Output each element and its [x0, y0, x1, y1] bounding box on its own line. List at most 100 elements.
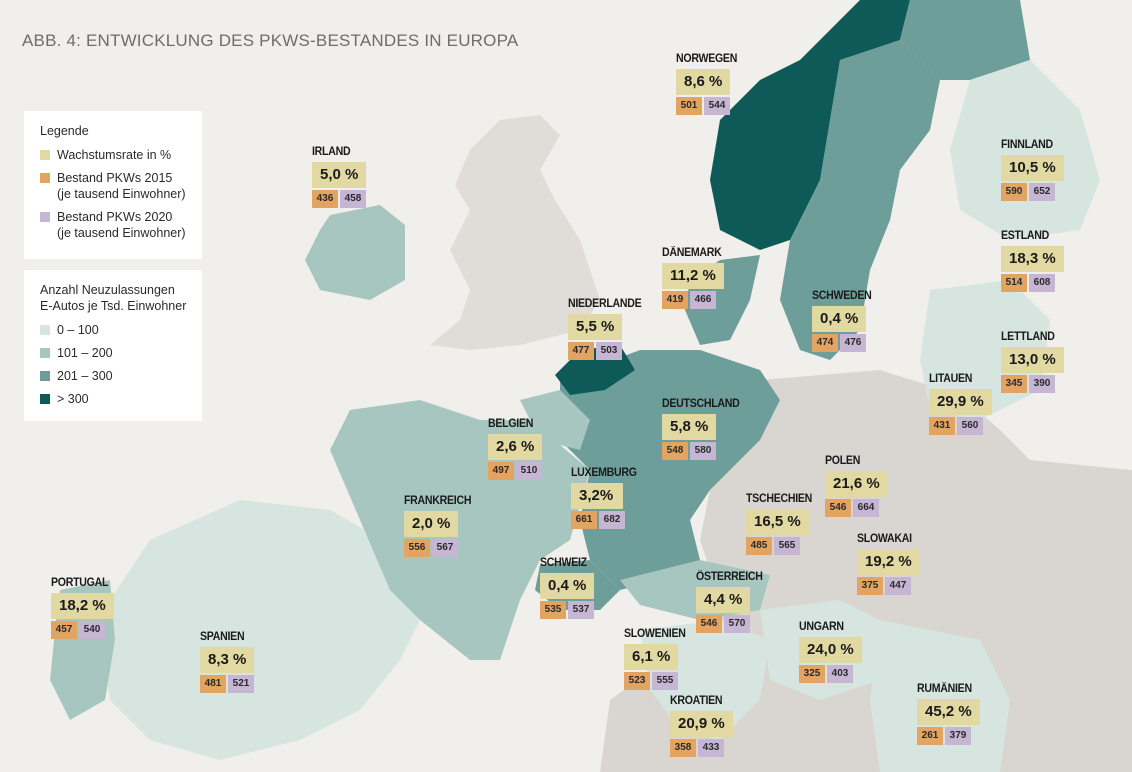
growth-rate: 0,4 % [540, 573, 595, 599]
country-polen: POLEN 21,6 % 546 664 [825, 454, 888, 517]
country-oesterreich: ÖSTERREICH 4,4 % 546 570 [696, 570, 768, 633]
growth-rate: 18,3 % [1001, 246, 1064, 272]
stock-2015: 477 [568, 342, 594, 360]
stock-2020: 560 [957, 417, 983, 435]
country-portugal: PORTUGAL 18,2 % 457 540 [51, 576, 114, 639]
country-irland: IRLAND 5,0 % 436 458 [312, 145, 368, 208]
stock-2020: 537 [568, 601, 594, 619]
country-litauen: LITAUEN 29,9 % 431 560 [929, 372, 992, 435]
country-name: BELGIEN [488, 418, 534, 430]
growth-rate: 11,2 % [662, 263, 724, 289]
country-name: SCHWEIZ [540, 557, 587, 569]
growth-rate: 0,4 % [812, 306, 867, 332]
stock-2015: 419 [662, 291, 688, 309]
country-name: PORTUGAL [51, 577, 109, 589]
stock-2015: 436 [312, 190, 338, 208]
map-title: ABB. 4: ENTWICKLUNG DES PKWS-BESTANDES I… [22, 31, 519, 50]
growth-rate: 5,8 % [662, 414, 717, 440]
stock-2020: 379 [945, 727, 971, 745]
romania-land [870, 620, 1010, 772]
legend-main-heading: Legende [40, 124, 89, 138]
stock-2020: 682 [599, 511, 625, 529]
stock-2015: 457 [51, 621, 77, 639]
stock-2020: 570 [724, 615, 750, 633]
ireland-land [305, 205, 405, 300]
stock-2015: 548 [662, 442, 688, 460]
uk-land [430, 115, 600, 350]
norway-land [710, 0, 910, 250]
country-name: RUMÄNIEN [917, 683, 972, 695]
legend-label: 101 – 200 [57, 346, 113, 360]
stock-2015: 325 [799, 665, 825, 683]
stock-2015: 523 [624, 672, 650, 690]
growth-rate: 4,4 % [696, 587, 751, 613]
legend-item-ev-201-300: 201 – 300 [40, 368, 190, 384]
legend-item-stock-2015: Bestand PKWs 2015 (je tausend Einwohner) [40, 170, 190, 202]
country-schweiz: SCHWEIZ 0,4 % 535 537 [540, 556, 596, 619]
stock-2020: 540 [79, 621, 105, 639]
sweden-land [780, 40, 940, 360]
country-luxemburg: LUXEMBURG 3,2% 661 682 [571, 466, 642, 529]
growth-rate: 8,6 % [676, 69, 731, 95]
stock-2020: 521 [228, 675, 254, 693]
legend-label: 201 – 300 [57, 369, 113, 383]
growth-rate: 5,5 % [568, 314, 623, 340]
stock-2015: 261 [917, 727, 943, 745]
country-ungarn: UNGARN 24,0 % 325 403 [799, 620, 862, 683]
legend-label: 0 – 100 [57, 323, 99, 337]
legend-item-ev-101-200: 101 – 200 [40, 345, 190, 361]
country-finnland: FINNLAND 10,5 % 590 652 [1001, 138, 1064, 201]
country-name: TSCHECHIEN [746, 493, 813, 505]
stock-2020: 664 [853, 499, 879, 517]
stock-2015: 375 [857, 577, 883, 595]
stock-2015: 556 [404, 539, 430, 557]
stock-2015: 535 [540, 601, 566, 619]
stock-2015: 661 [571, 511, 597, 529]
growth-rate: 18,2 % [51, 593, 114, 619]
stock-2015: 546 [825, 499, 851, 517]
stock-2020: 433 [698, 739, 724, 757]
growth-rate: 13,0 % [1001, 347, 1064, 373]
stock-2015: 590 [1001, 183, 1027, 201]
stock-2020: 565 [774, 537, 800, 555]
stock-2015: 514 [1001, 274, 1027, 292]
stock-2020: 608 [1029, 274, 1055, 292]
finland-land [950, 60, 1100, 240]
stock-2020: 544 [704, 97, 730, 115]
stock-2020: 466 [690, 291, 716, 309]
swatch-growth [40, 150, 50, 160]
country-niederlande: NIEDERLANDE 5,5 % 477 503 [568, 297, 648, 360]
country-deutschland: DEUTSCHLAND 5,8 % 548 580 [662, 397, 746, 460]
growth-rate: 5,0 % [312, 162, 367, 188]
swatch-ev-201-300 [40, 371, 50, 381]
stock-2015: 497 [488, 462, 514, 480]
growth-rate: 24,0 % [799, 637, 862, 663]
country-lettland: LETTLAND 13,0 % 345 390 [1001, 330, 1064, 393]
legend-main: Legende Wachstumsrate in % Bestand PKWs … [24, 111, 202, 259]
country-estland: ESTLAND 18,3 % 514 608 [1001, 229, 1064, 292]
swatch-ev-gt-300 [40, 394, 50, 404]
country-name: SPANIEN [200, 631, 245, 643]
stock-2015: 481 [200, 675, 226, 693]
growth-rate: 8,3 % [200, 647, 255, 673]
spain-land [100, 500, 430, 760]
legend-ev: Anzahl Neuzulassungen E-Autos je Tsd. Ei… [24, 270, 202, 421]
country-tschechien: TSCHECHIEN 16,5 % 485 565 [746, 492, 818, 555]
country-slowenien: SLOWENIEN 6,1 % 523 555 [624, 627, 691, 690]
growth-rate: 3,2% [571, 483, 623, 509]
stock-2020: 652 [1029, 183, 1055, 201]
growth-rate: 45,2 % [917, 699, 980, 725]
stock-2015: 546 [696, 615, 722, 633]
growth-rate: 2,6 % [488, 434, 543, 460]
stock-2015: 474 [812, 334, 838, 352]
country-name: DEUTSCHLAND [662, 398, 740, 410]
country-name: NORWEGEN [676, 53, 738, 65]
stock-2020: 567 [432, 539, 458, 557]
country-spanien: SPANIEN 8,3 % 481 521 [200, 630, 256, 693]
legend-label: Bestand PKWs 2020 (je tausend Einwohner) [57, 210, 186, 240]
growth-rate: 16,5 % [746, 509, 809, 535]
country-name: SCHWEDEN [812, 290, 872, 302]
poland-land [780, 380, 950, 530]
legend-item-ev-0-100: 0 – 100 [40, 322, 190, 338]
country-name: UNGARN [799, 621, 844, 633]
